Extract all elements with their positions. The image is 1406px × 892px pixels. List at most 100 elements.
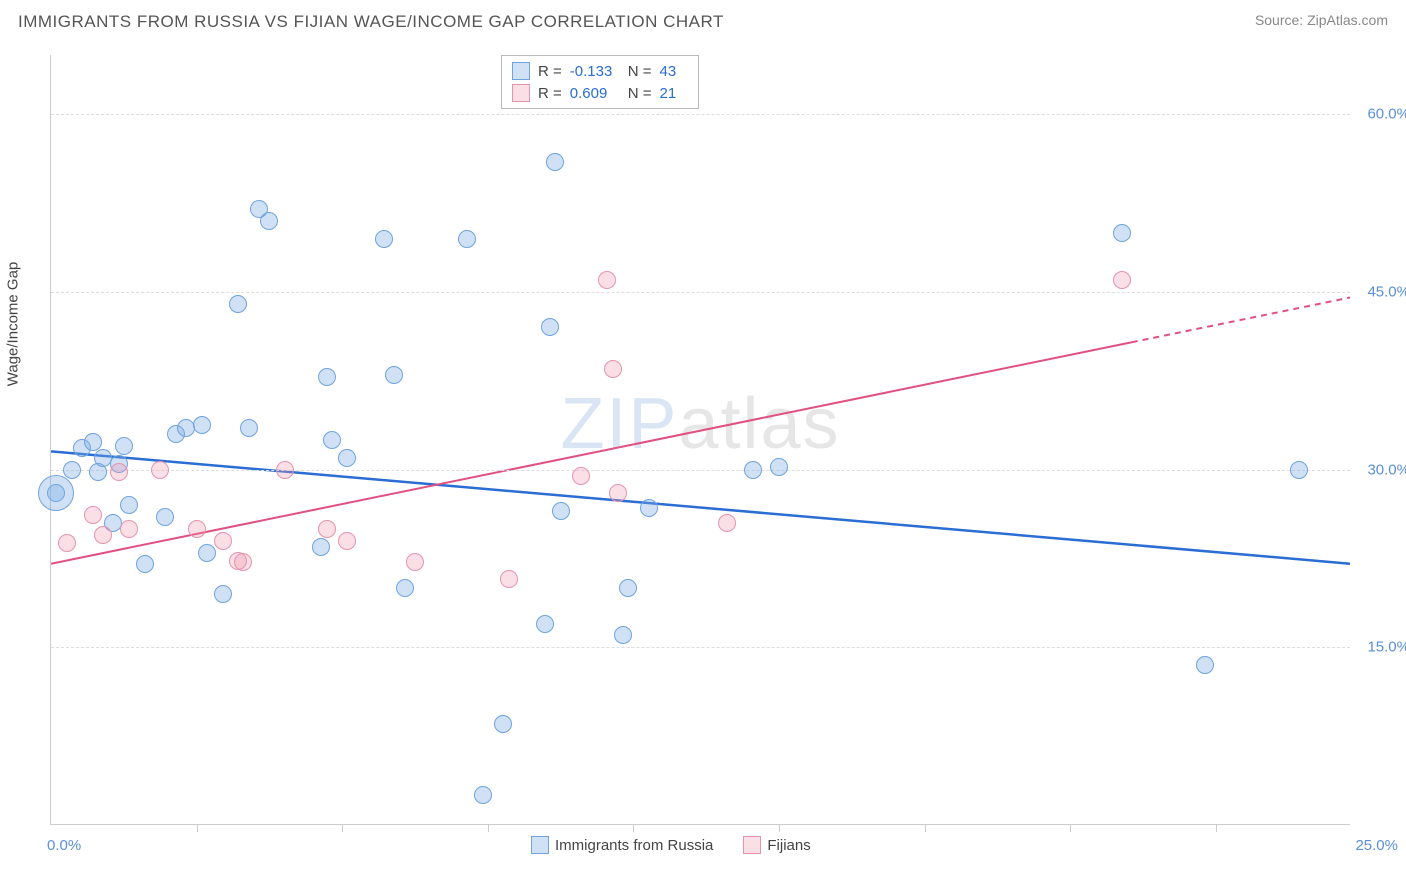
scatter-point: [536, 615, 554, 633]
y-axis-title: Wage/Income Gap: [5, 261, 22, 386]
scatter-point: [110, 463, 128, 481]
scatter-point: [58, 534, 76, 552]
scatter-point: [458, 230, 476, 248]
scatter-point: [156, 508, 174, 526]
scatter-point: [234, 553, 252, 571]
scatter-point: [38, 475, 74, 511]
scatter-point: [572, 467, 590, 485]
x-tick: [342, 824, 343, 832]
watermark-zip: ZIP: [560, 384, 678, 464]
y-tick-label: 45.0%: [1367, 283, 1406, 300]
scatter-point: [240, 419, 258, 437]
scatter-point: [1113, 271, 1131, 289]
scatter-point: [276, 461, 294, 479]
scatter-point: [406, 553, 424, 571]
scatter-point: [375, 230, 393, 248]
x-axis-min-label: 0.0%: [47, 837, 81, 854]
scatter-point: [188, 520, 206, 538]
x-tick: [925, 824, 926, 832]
legend-item: Fijians: [743, 836, 810, 854]
legend-swatch: [512, 62, 530, 80]
legend-swatch: [512, 84, 530, 102]
scatter-point: [474, 786, 492, 804]
scatter-point: [136, 555, 154, 573]
scatter-point: [1113, 224, 1131, 242]
grid-line: [51, 292, 1350, 293]
x-tick: [779, 824, 780, 832]
watermark-atlas: atlas: [678, 384, 840, 464]
r-value: -0.133: [570, 63, 620, 80]
n-value: 21: [660, 85, 688, 102]
scatter-point: [718, 514, 736, 532]
scatter-point: [552, 502, 570, 520]
scatter-point: [500, 570, 518, 588]
stats-legend-row: R = -0.133 N = 43: [512, 60, 688, 82]
legend-swatch: [531, 836, 549, 854]
scatter-point: [1196, 656, 1214, 674]
n-value: 43: [660, 63, 688, 80]
scatter-point: [198, 544, 216, 562]
scatter-point: [151, 461, 169, 479]
n-label: N =: [628, 63, 652, 80]
source-label: Source: ZipAtlas.com: [1255, 12, 1388, 28]
scatter-point: [120, 520, 138, 538]
scatter-point: [323, 431, 341, 449]
series-legend: Immigrants from Russia Fijians: [531, 836, 811, 854]
chart-plot-area: Wage/Income Gap ZIPatlas R =-0.133N =43R…: [50, 55, 1350, 825]
scatter-point: [63, 461, 81, 479]
trend-lines-svg: [51, 55, 1350, 824]
scatter-point: [260, 212, 278, 230]
grid-line: [51, 647, 1350, 648]
scatter-point: [318, 368, 336, 386]
n-label: N =: [628, 85, 652, 102]
legend-label: Fijians: [767, 837, 810, 854]
scatter-point: [338, 532, 356, 550]
header: IMMIGRANTS FROM RUSSIA VS FIJIAN WAGE/IN…: [0, 0, 1406, 40]
scatter-point: [640, 499, 658, 517]
grid-line: [51, 114, 1350, 115]
scatter-point: [385, 366, 403, 384]
scatter-point: [312, 538, 330, 556]
scatter-point: [770, 458, 788, 476]
scatter-point: [115, 437, 133, 455]
x-tick: [1070, 824, 1071, 832]
r-value: 0.609: [570, 85, 620, 102]
scatter-point: [214, 532, 232, 550]
scatter-point: [396, 579, 414, 597]
y-tick-label: 30.0%: [1367, 461, 1406, 478]
y-tick-label: 60.0%: [1367, 106, 1406, 123]
watermark: ZIPatlas: [560, 383, 840, 465]
x-tick: [488, 824, 489, 832]
stats-legend-row: R = 0.609 N = 21: [512, 82, 688, 104]
scatter-point: [598, 271, 616, 289]
legend-item: Immigrants from Russia: [531, 836, 713, 854]
scatter-point: [120, 496, 138, 514]
scatter-point: [318, 520, 336, 538]
scatter-point: [338, 449, 356, 467]
r-label: R =: [538, 63, 562, 80]
scatter-point: [619, 579, 637, 597]
stats-legend: R = -0.133 N = 43 R = 0.609 N = 21: [501, 55, 699, 109]
legend-swatch: [743, 836, 761, 854]
grid-line: [51, 470, 1350, 471]
scatter-point: [604, 360, 622, 378]
y-tick-label: 15.0%: [1367, 639, 1406, 656]
r-label: R =: [538, 85, 562, 102]
chart-title: IMMIGRANTS FROM RUSSIA VS FIJIAN WAGE/IN…: [18, 12, 724, 32]
scatter-point: [541, 318, 559, 336]
scatter-point: [614, 626, 632, 644]
x-tick: [633, 824, 634, 832]
scatter-point: [744, 461, 762, 479]
scatter-point: [494, 715, 512, 733]
scatter-point: [229, 295, 247, 313]
x-tick: [1216, 824, 1217, 832]
scatter-point: [193, 416, 211, 434]
x-axis-max-label: 25.0%: [1355, 837, 1398, 854]
legend-label: Immigrants from Russia: [555, 837, 713, 854]
scatter-point: [609, 484, 627, 502]
scatter-point: [84, 506, 102, 524]
scatter-point: [94, 526, 112, 544]
scatter-point: [1290, 461, 1308, 479]
scatter-point: [214, 585, 232, 603]
scatter-point: [546, 153, 564, 171]
